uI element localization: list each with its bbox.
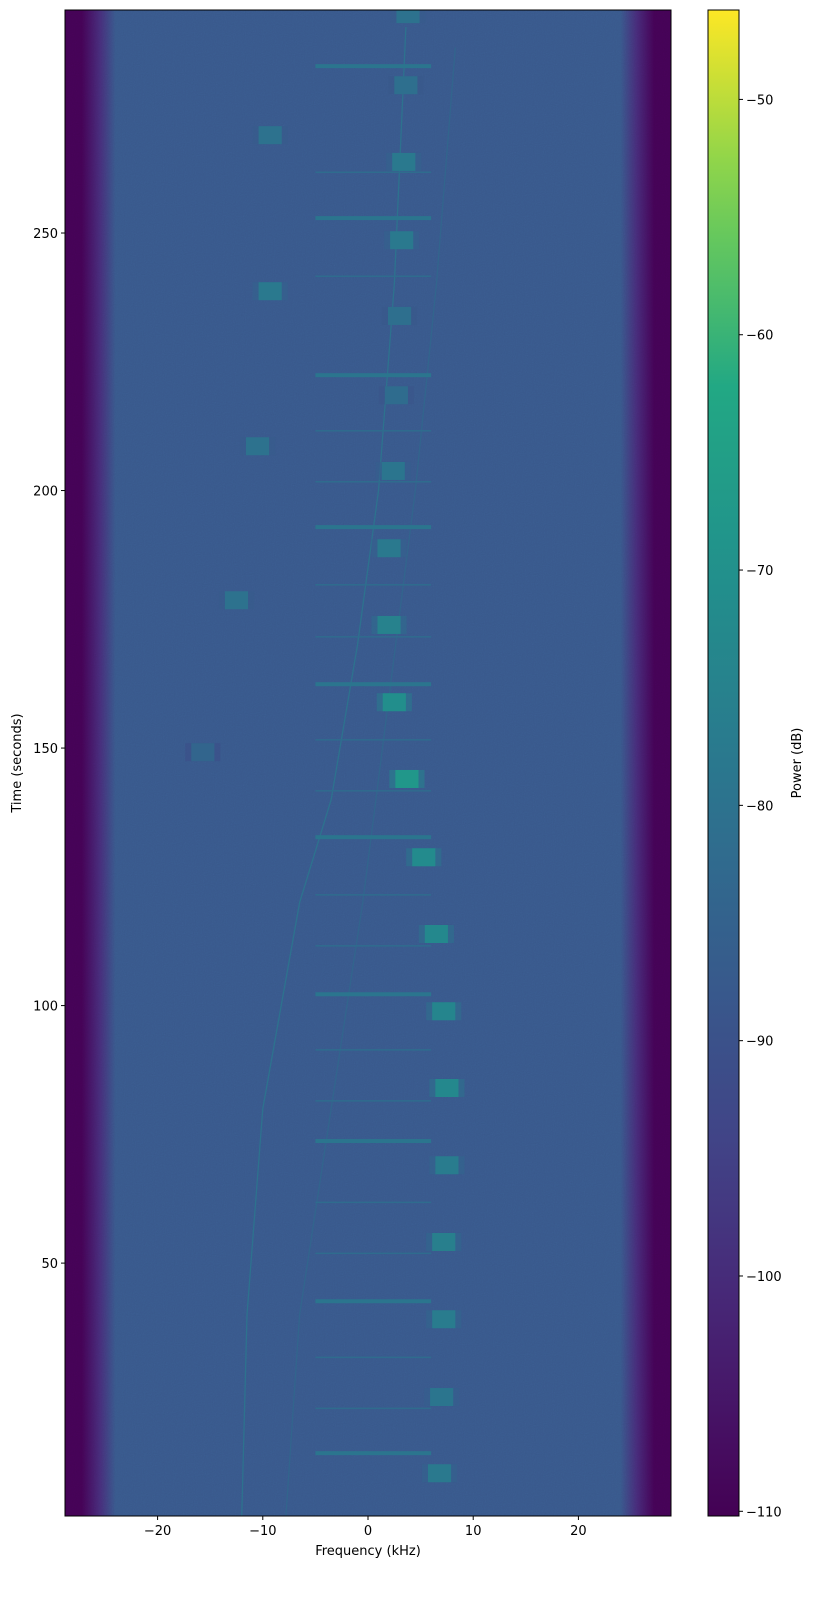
x-axis-label: Frequency (kHz) [315, 1544, 421, 1559]
tone-line [315, 790, 432, 792]
burst [224, 591, 249, 610]
x-tick-label: 20 [570, 1524, 587, 1539]
tone-line [315, 1139, 432, 1144]
y-axis-label: Time (seconds) [10, 713, 25, 813]
colorbar-tick-label: −80 [746, 799, 773, 814]
y-axis: 50 100 150 200 250 [33, 227, 65, 1272]
burst [390, 231, 414, 250]
tone-line [315, 525, 432, 530]
burst [258, 126, 282, 145]
colorbar-gradient [707, 9, 740, 1517]
tone-line [315, 739, 432, 741]
tone-line [315, 64, 432, 69]
x-tick-label: 0 [364, 1524, 372, 1539]
plot-area [65, 10, 671, 1516]
burst [377, 539, 401, 558]
x-tick-label: −20 [144, 1524, 171, 1539]
colorbar-label: Power (dB) [790, 728, 805, 799]
colorbar-tick-label: −90 [746, 1035, 773, 1050]
x-tick-label: −10 [249, 1524, 276, 1539]
burst [392, 152, 416, 171]
chirp-line [285, 47, 456, 1516]
burst [396, 10, 420, 24]
colorbar-tick-label: −110 [746, 1505, 782, 1520]
tone-line [315, 584, 432, 586]
tone-line [315, 682, 432, 687]
colorbar-tick-label: −100 [746, 1270, 782, 1285]
burst [432, 1232, 456, 1251]
burst [387, 306, 412, 325]
tone-line [315, 894, 432, 896]
burst [412, 848, 436, 867]
tone-line [315, 945, 432, 947]
tone-line [315, 1049, 432, 1051]
tone-line [315, 1451, 432, 1456]
burst [191, 743, 215, 762]
burst [258, 282, 282, 301]
colorbar-tick-label: −50 [746, 93, 773, 108]
burst [245, 437, 270, 456]
burst [435, 1156, 459, 1175]
tone-line [315, 275, 432, 278]
burst [395, 769, 419, 788]
tone-line [315, 1356, 432, 1359]
tone-line [315, 1100, 432, 1102]
x-axis: −20 −10 0 10 20 [144, 1516, 587, 1539]
burst [394, 76, 418, 95]
y-tick-label: 250 [33, 227, 58, 242]
y-tick-label: 100 [33, 1000, 58, 1015]
tone-line [315, 636, 432, 638]
burst [424, 924, 448, 943]
burst [430, 1388, 454, 1407]
tone-line [315, 1252, 432, 1255]
burst [435, 1078, 459, 1097]
colorbar-tick-label: −60 [746, 329, 773, 344]
x-tick-label: 10 [465, 1524, 482, 1539]
colorbar-tick-label: −70 [746, 564, 773, 579]
tone-line [315, 481, 432, 483]
burst [384, 386, 408, 405]
tone-line [315, 992, 432, 997]
chirp-line [241, 26, 407, 1516]
tone-line [315, 1201, 432, 1204]
tone-line [315, 1407, 432, 1410]
y-tick-label: 50 [41, 1257, 58, 1272]
colorbar: −50 −60 −70 −80 −90 −100 −110 Power (dB) [707, 9, 805, 1520]
burst [432, 1002, 456, 1021]
burst [377, 615, 401, 634]
tone-line [315, 216, 432, 221]
tone-line [315, 430, 432, 432]
y-tick-label: 200 [33, 485, 58, 500]
tone-line [315, 835, 432, 840]
burst [381, 461, 405, 480]
y-tick-label: 150 [33, 742, 58, 757]
burst [382, 693, 406, 712]
burst [427, 1464, 452, 1483]
tone-line [315, 1299, 432, 1304]
burst [432, 1310, 456, 1329]
tone-line [315, 373, 432, 378]
noise-texture [65, 10, 671, 1516]
tone-line [315, 171, 432, 173]
